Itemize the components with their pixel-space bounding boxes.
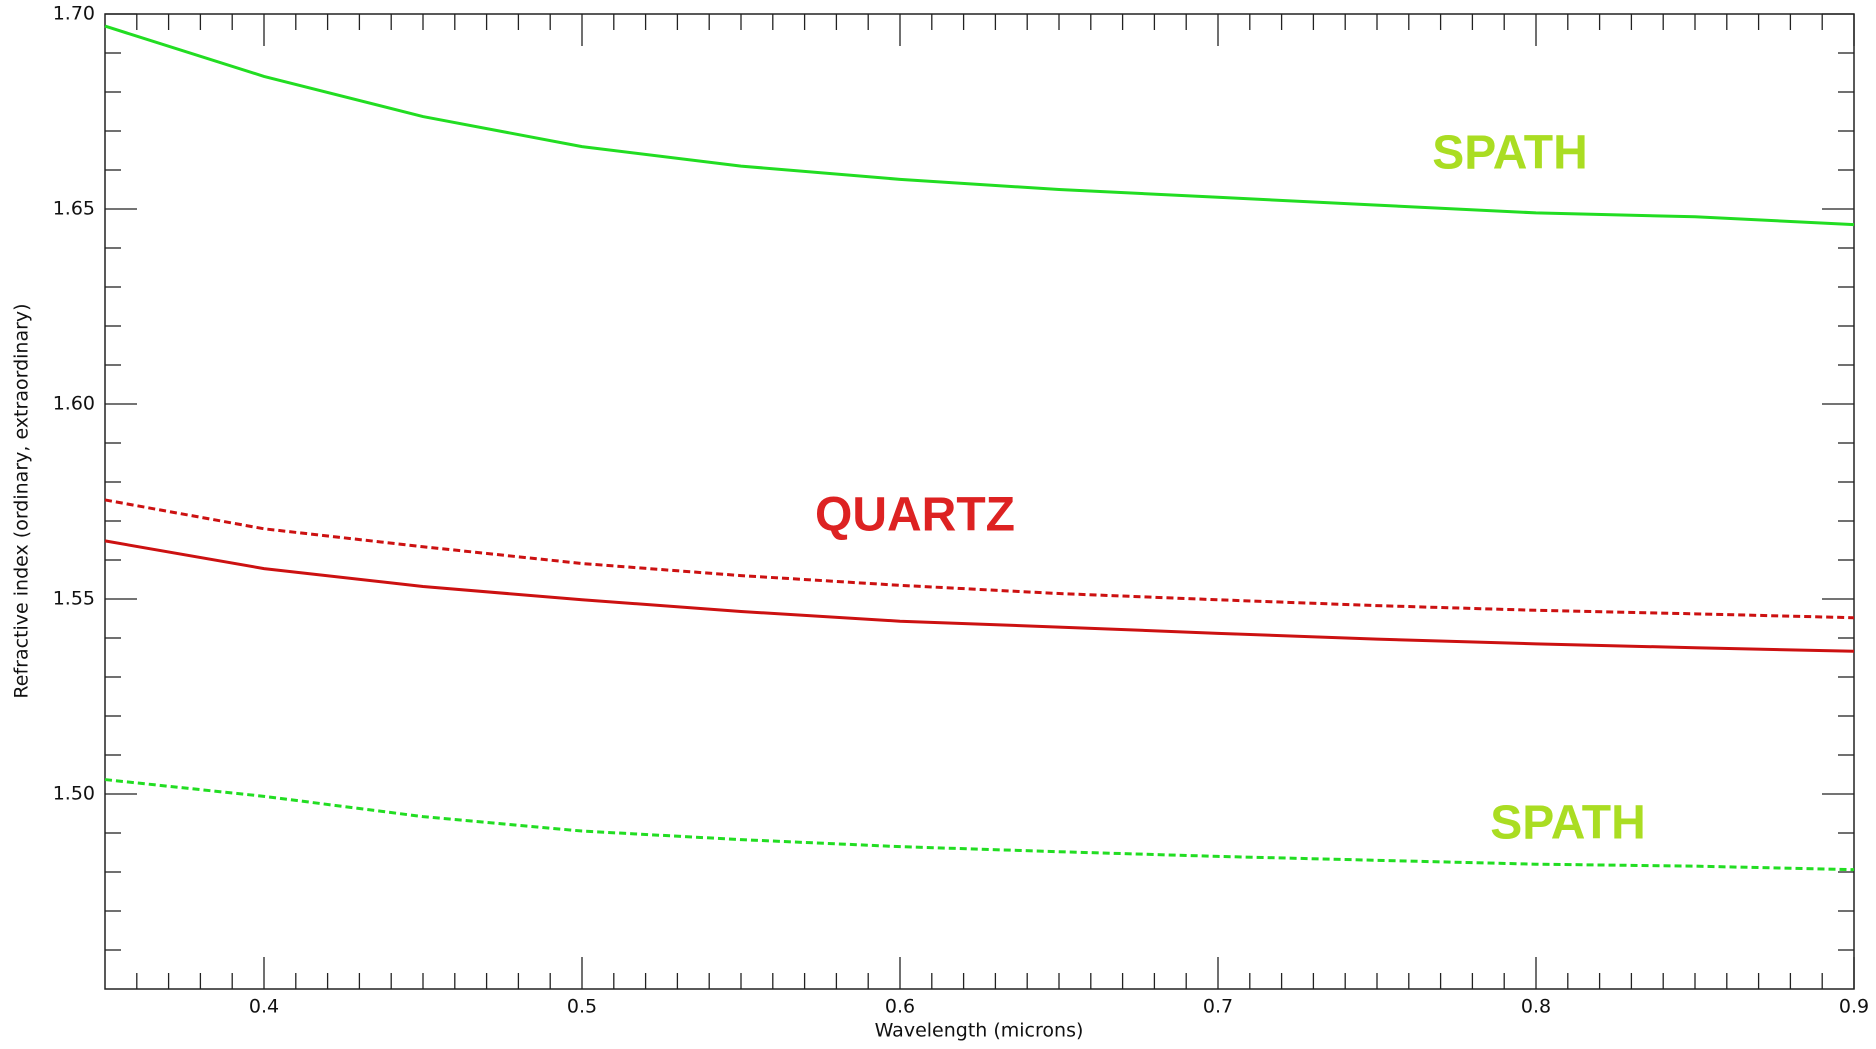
x-axis-title: Wavelength (microns) [875,1020,1084,1042]
y-tick-label: 1.50 [53,783,95,805]
data-line [104,24,1855,227]
data-line [104,498,1855,620]
y-tick-label: 1.65 [53,198,95,220]
x-tick-label: 0.8 [1521,996,1551,1018]
data-line [104,539,1855,653]
annotation: SPATH [1432,127,1588,180]
x-tick-label: 0.9 [1839,996,1869,1018]
annotation: QUARTZ [815,489,1015,542]
plot-frame [104,13,1855,990]
y-tick-label: 1.70 [53,3,95,25]
x-tick-label: 0.5 [567,996,597,1018]
y-axis-title: Refractive index (ordinary, extraordinar… [11,303,33,698]
x-tick-label: 0.7 [1203,996,1233,1018]
x-tick-label: 0.6 [885,996,915,1018]
y-tick-label: 1.60 [53,393,95,415]
y-tick-label: 1.55 [53,588,95,610]
annotation: SPATH [1490,797,1646,850]
x-tick-label: 0.4 [249,996,279,1018]
